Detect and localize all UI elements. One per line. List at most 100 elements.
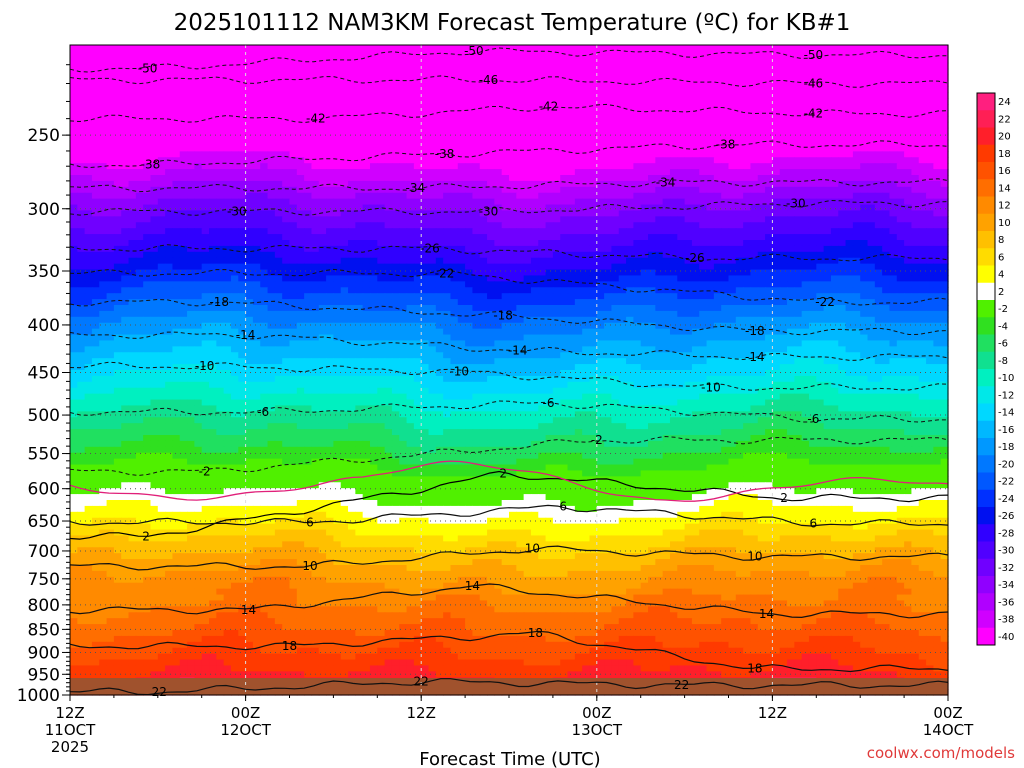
field-cell xyxy=(640,216,649,223)
field-cell xyxy=(845,281,854,288)
field-cell xyxy=(582,145,591,152)
field-cell xyxy=(201,204,210,212)
field-cell xyxy=(245,210,254,217)
field-cell xyxy=(238,281,247,288)
field-cell xyxy=(538,275,547,282)
field-cell xyxy=(194,240,203,247)
field-cell xyxy=(457,145,466,152)
field-cell xyxy=(245,275,254,282)
field-cell xyxy=(428,281,437,288)
field-cell xyxy=(289,228,298,235)
field-cell xyxy=(838,210,847,217)
field-cell xyxy=(545,240,554,247)
field-cell xyxy=(77,62,86,70)
field-cell xyxy=(443,45,452,52)
field-cell xyxy=(333,80,342,87)
field-cell xyxy=(70,240,78,247)
field-cell xyxy=(421,86,430,93)
field-cell xyxy=(391,133,400,141)
field-cell xyxy=(91,110,100,117)
field-cell xyxy=(340,127,349,135)
field-cell xyxy=(721,133,730,141)
field-cell xyxy=(106,210,115,217)
field-cell xyxy=(369,157,378,164)
field-cell xyxy=(479,133,488,141)
field-cell xyxy=(384,210,393,217)
field-cell xyxy=(304,56,313,64)
field-cell xyxy=(530,50,539,58)
field-cell xyxy=(523,263,532,271)
field-cell xyxy=(765,275,773,282)
field-cell xyxy=(787,139,795,147)
field-cell xyxy=(911,204,920,212)
field-cell xyxy=(860,139,869,147)
field-cell xyxy=(838,257,847,265)
field-cell xyxy=(377,151,386,158)
field-cell xyxy=(304,127,313,135)
field-cell xyxy=(530,151,539,158)
field-cell xyxy=(230,98,239,105)
field-cell xyxy=(596,139,605,147)
field-cell xyxy=(289,139,298,147)
field-cell xyxy=(501,180,510,188)
field-cell xyxy=(699,121,708,129)
field-cell xyxy=(362,62,371,70)
field-cell xyxy=(787,92,795,99)
field-cell xyxy=(516,222,525,229)
field-cell xyxy=(106,257,115,265)
field-cell xyxy=(611,98,620,105)
field-cell xyxy=(150,104,159,111)
field-cell xyxy=(501,228,510,235)
field-cell xyxy=(457,281,466,288)
field-cell xyxy=(391,257,400,265)
field-cell xyxy=(713,234,722,241)
field-cell xyxy=(150,245,159,253)
field-cell xyxy=(494,145,503,152)
field-cell xyxy=(399,228,408,235)
field-cell xyxy=(260,145,269,152)
field-cell xyxy=(669,62,678,70)
field-cell xyxy=(465,281,474,288)
field-cell xyxy=(333,50,342,58)
field-cell xyxy=(311,133,320,141)
field-cell xyxy=(779,240,788,247)
field-cell xyxy=(830,228,839,235)
field-cell xyxy=(150,86,159,93)
field-cell xyxy=(830,281,839,288)
field-cell xyxy=(523,157,532,164)
field-cell xyxy=(157,110,166,117)
field-cell xyxy=(450,287,459,294)
field-cell xyxy=(77,222,86,229)
field-cell xyxy=(896,92,905,99)
field-cell xyxy=(245,287,254,294)
field-cell xyxy=(677,216,686,223)
field-cell xyxy=(772,133,781,141)
field-cell xyxy=(260,198,269,206)
field-cell xyxy=(611,180,620,188)
field-cell xyxy=(421,186,430,194)
field-cell xyxy=(406,104,415,111)
field-cell xyxy=(940,115,949,123)
field-cell xyxy=(135,145,144,152)
field-cell xyxy=(560,92,569,99)
field-cell xyxy=(282,157,291,164)
field-cell xyxy=(472,180,481,188)
field-cell xyxy=(172,234,181,241)
field-cell xyxy=(223,98,232,105)
field-cell xyxy=(589,133,598,141)
field-cell xyxy=(362,80,371,87)
field-cell xyxy=(106,92,115,99)
field-cell xyxy=(757,240,766,247)
field-cell xyxy=(706,210,715,217)
field-cell xyxy=(933,228,942,235)
field-cell xyxy=(626,281,634,288)
field-cell xyxy=(172,151,181,158)
field-cell xyxy=(472,68,481,76)
field-cell xyxy=(940,50,949,58)
field-cell xyxy=(472,210,481,217)
field-cell xyxy=(428,92,437,99)
field-cell xyxy=(340,216,349,223)
field-cell xyxy=(567,86,576,93)
field-cell xyxy=(399,240,408,247)
field-cell xyxy=(545,92,554,99)
